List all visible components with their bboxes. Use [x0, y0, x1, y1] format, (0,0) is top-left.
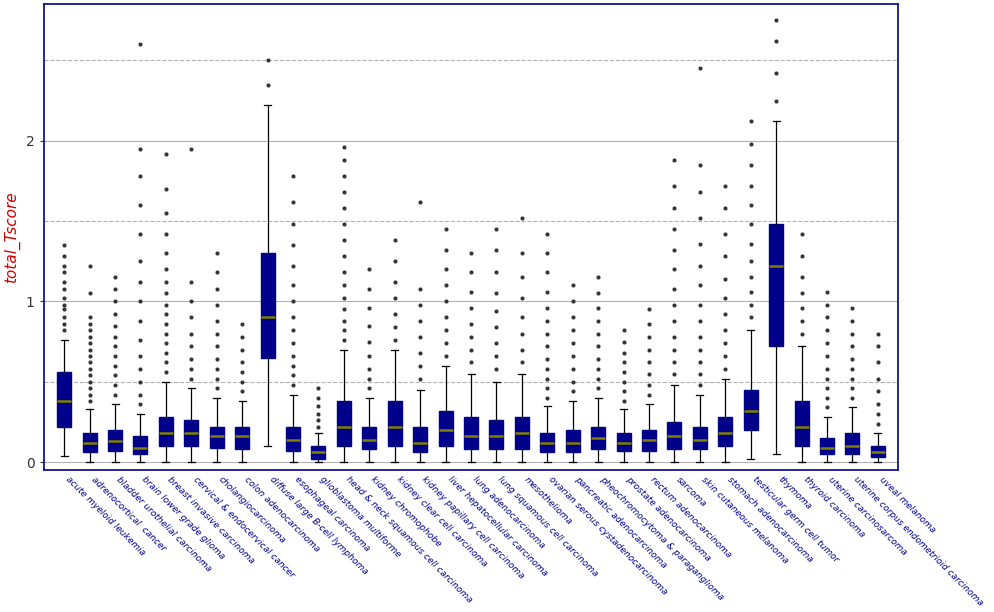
PathPatch shape: [566, 430, 580, 452]
PathPatch shape: [541, 433, 555, 452]
PathPatch shape: [286, 427, 300, 451]
PathPatch shape: [846, 433, 860, 454]
PathPatch shape: [668, 422, 682, 449]
PathPatch shape: [58, 372, 72, 427]
PathPatch shape: [744, 390, 757, 430]
PathPatch shape: [489, 420, 504, 449]
PathPatch shape: [769, 224, 783, 346]
PathPatch shape: [616, 433, 630, 451]
PathPatch shape: [414, 427, 427, 452]
PathPatch shape: [363, 427, 377, 449]
PathPatch shape: [693, 427, 707, 449]
PathPatch shape: [311, 446, 325, 459]
PathPatch shape: [236, 427, 249, 449]
PathPatch shape: [159, 417, 173, 446]
PathPatch shape: [820, 438, 834, 454]
PathPatch shape: [184, 420, 199, 446]
PathPatch shape: [337, 401, 351, 446]
PathPatch shape: [260, 253, 274, 357]
PathPatch shape: [438, 411, 452, 446]
PathPatch shape: [871, 446, 885, 457]
PathPatch shape: [794, 401, 808, 446]
PathPatch shape: [719, 417, 733, 446]
PathPatch shape: [83, 433, 96, 452]
PathPatch shape: [642, 430, 656, 451]
PathPatch shape: [515, 417, 529, 449]
PathPatch shape: [591, 427, 605, 449]
Y-axis label: total_Tscore: total_Tscore: [4, 192, 20, 283]
PathPatch shape: [388, 401, 402, 446]
PathPatch shape: [133, 436, 147, 454]
PathPatch shape: [210, 427, 224, 447]
PathPatch shape: [464, 417, 478, 449]
PathPatch shape: [108, 430, 122, 451]
